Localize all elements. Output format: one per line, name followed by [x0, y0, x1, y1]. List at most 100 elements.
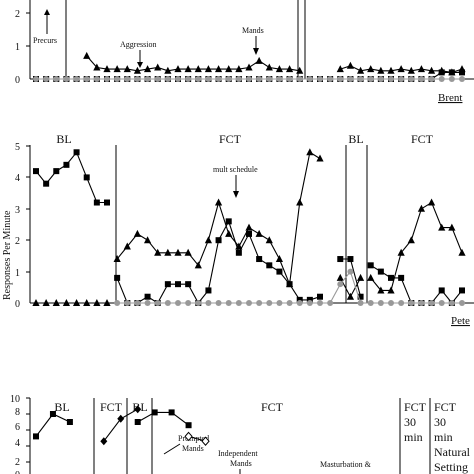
- panel-1-series-1-line-3: [370, 201, 463, 291]
- panel-0-series-0-point-2-2: [356, 66, 365, 74]
- panel-1-series-2-line-0: [117, 270, 462, 304]
- panel-1-series-2-point-0-25: [367, 300, 374, 306]
- panel-third-plot: [33, 405, 210, 446]
- panel-0-series-2-point-0-6: [93, 76, 100, 82]
- panel-0-series-2-point-0-3: [63, 76, 70, 82]
- panel-1-series-1-point-3-1: [377, 286, 385, 294]
- panel-0-series-0-point-1-21: [296, 66, 304, 74]
- panel-1-series-1-point-0-3: [62, 299, 71, 306]
- panel-1-series-2-point-0-5: [164, 300, 171, 306]
- panel-third-phase-fct-4: FCT: [434, 400, 457, 414]
- panel-1-series-1-point-3-8: [448, 223, 456, 231]
- panel-1-series-2-point-0-30: [418, 300, 425, 306]
- panel-1-series-1-point-1-13: [245, 223, 253, 231]
- panel-1-series-2-point-0-12: [235, 300, 242, 306]
- panel-1-series-1-point-1-5: [164, 248, 172, 256]
- panel-0-series-0-point-1-4: [123, 65, 131, 73]
- panel-0-series-0-point-1-1: [93, 63, 101, 71]
- panel-0-series-0-point-2-0: [336, 65, 344, 73]
- panel-0-series-2-point-0-32: [357, 76, 364, 82]
- panel-1-series-2-point-0-27: [388, 300, 394, 306]
- panel-2-series-0-point-1-1: [151, 409, 158, 416]
- panel-1-series-0-point-1-19: [306, 296, 313, 303]
- panel-third-ytick-6: 6: [15, 422, 20, 433]
- annotation-prompted-arrow: [163, 443, 181, 455]
- panel-1-series-1-point-3-9: [458, 248, 466, 256]
- panel-0-series-2-point-0-0: [33, 76, 39, 82]
- panel-1-series-2-point-0-14: [256, 300, 263, 306]
- panel-2-series-0-point-1-0: [134, 419, 141, 425]
- panel-0-series-0-point-1-6: [143, 65, 152, 73]
- panel-0-series-2-point-0-31: [347, 76, 354, 82]
- annotation-mult-schedule: mult schedule: [213, 165, 258, 174]
- participant-label-pete: Pete: [451, 315, 470, 327]
- panel-third-ytick-4: 4: [15, 438, 20, 449]
- panel-third-ytick-8: 8: [15, 407, 20, 418]
- panel-1-series-2-point-0-34: [459, 300, 465, 306]
- panel-brent: 0 1 2 Precurs Aggression Mands Brent: [15, 0, 474, 104]
- annotation-aggression: Aggression: [120, 40, 156, 49]
- panel-1-series-0-point-1-0: [114, 274, 121, 281]
- panel-1-series-0-point-0-6: [93, 199, 100, 206]
- panel-1-series-2-point-0-15: [266, 300, 273, 306]
- panel-2-series-0-point-0-2: [66, 419, 73, 425]
- panel-0-series-0-point-1-7: [154, 63, 162, 71]
- panel-pete-phase-fct-2: FCT: [411, 132, 434, 146]
- panel-1-series-0-point-1-13: [246, 230, 252, 237]
- panel-1-series-2-point-0-10: [215, 300, 222, 306]
- panel-0-series-0-point-1-2: [103, 65, 111, 73]
- phase-subtitle-natural: Natural: [434, 445, 471, 459]
- panel-1-series-0-point-1-20: [317, 293, 323, 300]
- panel-1-series-0-point-1-12: [235, 249, 242, 256]
- panel-third-phase-bl-1: BL: [54, 400, 69, 414]
- panel-0-series-0-point-1-5: [133, 66, 142, 74]
- panel-1-series-2-point-0-3: [144, 300, 151, 306]
- panel-1-series-1-point-1-6: [174, 248, 182, 256]
- annotation-precurs: Precurs: [33, 36, 57, 45]
- panel-0-series-0-point-2-8: [417, 65, 426, 73]
- panel-0-series-0-point-2-6: [397, 65, 405, 73]
- panel-1-series-1-point-1-19: [306, 148, 314, 156]
- panel-1-series-0-line-0: [35, 151, 107, 204]
- panel-1-series-0-point-1-15: [266, 262, 273, 269]
- panel-0-series-2-point-0-33: [367, 76, 374, 82]
- panel-1-series-1-point-1-15: [265, 236, 273, 244]
- annotation-mands-arrowhead: [253, 48, 259, 55]
- panel-brent-plot: [33, 51, 466, 82]
- annotation-mands: Mands: [242, 26, 264, 35]
- panel-0-series-0-point-2-7: [407, 66, 415, 74]
- panel-0-series-2-point-0-36: [398, 76, 405, 82]
- panel-0-series-0-point-1-8: [164, 66, 172, 74]
- panel-third-ytick-0: 0: [15, 470, 20, 474]
- panel-0-series-0-point-1-0: [83, 51, 91, 59]
- panel-1-series-0-point-3-2: [388, 274, 394, 281]
- panel-2-series-2-point-0-0: [184, 431, 193, 442]
- panel-1-series-1-point-0-2: [52, 299, 60, 306]
- panel-0-series-2-point-0-8: [114, 76, 121, 82]
- panel-0-series-2-point-0-1: [43, 76, 50, 82]
- panel-pete-phase-bl-2: BL: [348, 132, 363, 146]
- panel-0-series-2-point-0-42: [459, 76, 465, 82]
- annotation-prompted-2: Mands: [182, 444, 204, 453]
- panel-0-series-2-point-0-11: [144, 76, 151, 82]
- panel-1-series-0-line-3: [370, 264, 463, 304]
- panel-1-series-1-point-1-7: [184, 248, 192, 256]
- panel-1-series-1-point-1-17: [285, 280, 294, 288]
- panel-1-series-0-point-0-2: [53, 168, 60, 175]
- panel-1-series-2-point-0-0: [114, 300, 121, 306]
- panel-1-series-1-point-1-4: [154, 248, 162, 256]
- annotation-masturbation: Masturbation &: [320, 460, 372, 469]
- panel-0-series-2-point-0-28: [317, 76, 323, 82]
- panel-0-series-2-point-0-22: [256, 76, 263, 82]
- panel-1-series-1-point-3-0: [367, 273, 375, 281]
- annotation-prompted: Prompted: [178, 434, 209, 443]
- panel-0-series-0-point-1-14: [225, 65, 233, 73]
- panel-1-series-0-point-0-0: [33, 168, 39, 175]
- panel-third-ytick-10: 10: [10, 394, 20, 405]
- panel-2-series-0-point-1-3: [185, 422, 192, 429]
- panel-2-series-0-line-0: [35, 413, 71, 437]
- panel-third: 0 2 4 6 8 10 BL FCT BL FCT FCT FCT 30 mi…: [10, 394, 471, 474]
- panel-0-series-0-point-1-17: [255, 56, 263, 64]
- panel-1-series-2-point-0-19: [306, 300, 313, 306]
